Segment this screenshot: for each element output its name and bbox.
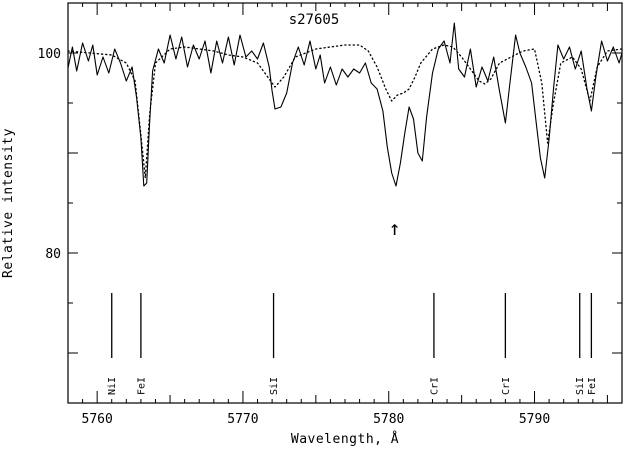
observed-spectrum-line [67, 22, 623, 187]
line-id-label: CrI [501, 377, 512, 395]
x-tick-label: 5790 [519, 412, 550, 427]
x-tick-label: 5760 [82, 412, 113, 427]
y-axis: 80 100 [38, 2, 622, 404]
x-tick-label: 5780 [373, 412, 404, 427]
dib-arrow-annotation: ↑ [389, 216, 401, 240]
line-id-label: FeI [587, 377, 598, 395]
line-identifications: NiI FeI SiI CrI CrI SiI FeI [107, 293, 598, 395]
line-id-label: CrI [429, 377, 440, 395]
y-axis-title: Relative intensity [1, 128, 16, 278]
line-id-label: SiI [269, 377, 280, 395]
line-id-label: FeI [136, 377, 147, 395]
y-tick-label: 100 [38, 47, 61, 62]
line-id-label: NiI [107, 377, 118, 395]
series-group [67, 22, 623, 187]
line-id-label: SiI [575, 377, 586, 395]
y-tick-label: 80 [45, 247, 61, 262]
x-axis: 5760 5770 5780 5790 [67, 3, 623, 427]
x-tick-label: 5770 [227, 412, 258, 427]
model-spectrum-line [67, 44, 623, 179]
plot-area [67, 2, 623, 404]
plot-frame [67, 2, 623, 404]
chart-title: s27605 [289, 12, 340, 28]
x-axis-title: Wavelength, Å [291, 431, 399, 447]
